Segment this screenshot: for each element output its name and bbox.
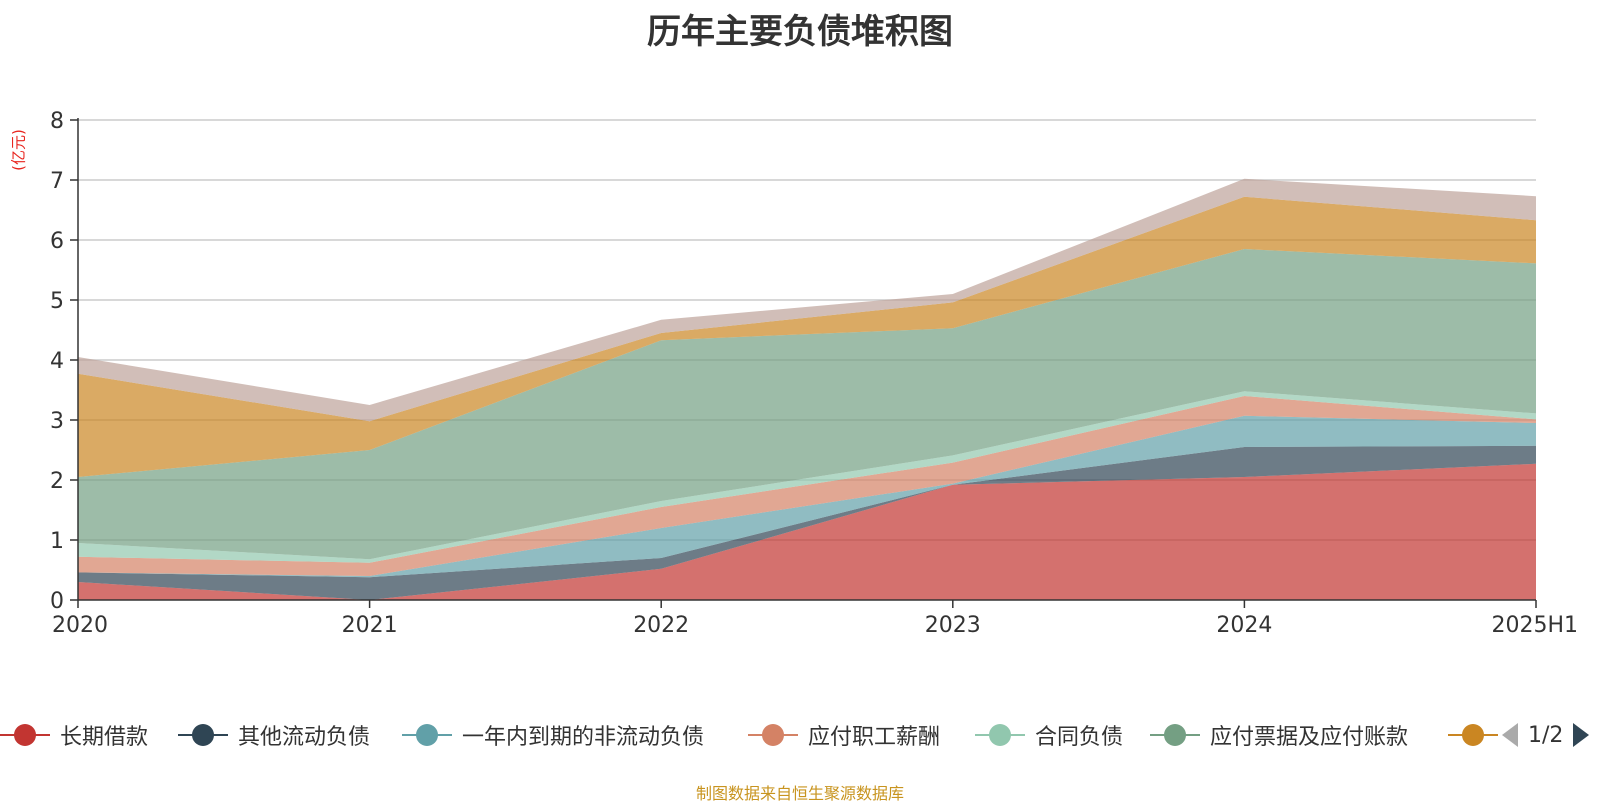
- data-source-footer: 制图数据来自恒生聚源数据库: [695, 784, 904, 803]
- y-tick-label: 2: [50, 469, 64, 494]
- series-area-1: [78, 445, 1536, 600]
- legend-label: 一年内到期的非流动负债: [462, 725, 705, 750]
- axes: 0 1 2 3 4 5 6 7 8 2020 2021 2022 2023 2024 2025H1: [50, 109, 1578, 638]
- legend-item[interactable]: 其他流动负债: [178, 718, 370, 752]
- legend-item[interactable]: 一年内到期的非流动负债: [402, 718, 704, 752]
- legend-marker-icon: [1150, 724, 1200, 746]
- y-tick-label: 1: [50, 529, 64, 554]
- chart-title: 历年主要负债堆积图: [647, 12, 953, 52]
- legend-next-icon[interactable]: [1571, 721, 1591, 749]
- legend-marker-dot: [1462, 724, 1484, 746]
- legend-marker-dot: [14, 724, 36, 746]
- legend-pager: 1/2: [1500, 718, 1591, 752]
- x-tick-label: 2022: [633, 613, 689, 638]
- y-tick-label: 4: [50, 349, 64, 374]
- legend-item[interactable]: 长期借款: [0, 718, 148, 752]
- x-tick-label: 2024: [1216, 613, 1272, 638]
- legend-item[interactable]: 合同负债: [975, 718, 1123, 752]
- x-tick-label: 2023: [925, 613, 981, 638]
- legend-label: 长期借款: [60, 725, 149, 750]
- series-area-3: [78, 396, 1536, 576]
- legend-marker-icon: [1448, 724, 1498, 746]
- legend-item[interactable]: 应付职工薪酬: [748, 718, 940, 752]
- legend-marker-dot: [416, 724, 438, 746]
- x-tick-label: 2021: [342, 613, 398, 638]
- y-tick-label: 7: [50, 169, 64, 194]
- legend-marker-dot: [192, 724, 214, 746]
- y-tick-label: 8: [50, 109, 64, 134]
- legend-marker-icon: [178, 724, 228, 746]
- y-tick-label: 3: [50, 409, 64, 434]
- legend-marker-dot: [1164, 724, 1186, 746]
- x-tick-label: 2025H1: [1491, 613, 1578, 638]
- legend-marker-icon: [748, 724, 798, 746]
- legend-marker-icon: [0, 724, 50, 746]
- legend-label: 其他流动负债: [238, 725, 371, 750]
- legend-marker-icon: [975, 724, 1025, 746]
- legend-item[interactable]: 应付票据及应付账款: [1150, 718, 1408, 752]
- series-area-5: [78, 249, 1536, 560]
- series-area-0: [78, 463, 1536, 600]
- legend-label: 应付职工薪酬: [808, 725, 941, 750]
- series-area-6: [78, 196, 1536, 478]
- legend-label: 应付票据及应付账款: [1210, 725, 1409, 750]
- series-area-7: [78, 178, 1536, 422]
- legend: 长期借款 其他流动负债 一年内到期的非流动负债 应付职工薪酬 合同负债 应付票据及应付账款: [0, 718, 1600, 752]
- legend-marker-dot: [762, 724, 784, 746]
- y-tick-label: 6: [50, 229, 64, 254]
- x-tick-label: 2020: [52, 613, 108, 638]
- legend-marker-dot: [989, 724, 1011, 746]
- y-tick-label: 5: [50, 289, 64, 314]
- legend-item[interactable]: [1448, 718, 1498, 752]
- legend-prev-icon[interactable]: [1500, 721, 1520, 749]
- legend-label: 合同负债: [1035, 725, 1124, 750]
- legend-marker-icon: [402, 724, 452, 746]
- stacked-area-chart: 0 1 2 3 4 5 6 7 8 2020 2021 2022 2023 2024 2025H1: [50, 109, 1578, 638]
- y-tick-label: 0: [50, 589, 64, 614]
- area-series: [78, 178, 1536, 600]
- legend-page-indicator: 1/2: [1528, 722, 1564, 748]
- series-area-2: [78, 415, 1536, 578]
